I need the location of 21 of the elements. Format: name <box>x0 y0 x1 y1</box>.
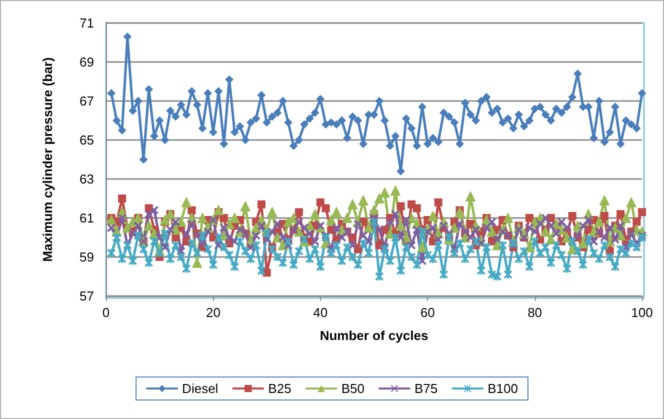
legend-label: B100 <box>488 381 518 396</box>
y-tick-label: 61 <box>80 210 94 226</box>
x-tick-label: 100 <box>631 305 653 320</box>
legend-label: B50 <box>341 381 364 396</box>
y-tick-label: 71 <box>80 16 94 30</box>
x-axis-title: Number of cycles <box>320 328 428 343</box>
legend-label: B25 <box>268 381 292 396</box>
y-tick-label: 59 <box>80 250 94 264</box>
x-tick-label: 20 <box>206 305 220 320</box>
legend-label: B75 <box>414 381 438 396</box>
y-tick-label: 65 <box>80 132 94 148</box>
y-tick-label: 63 <box>80 172 94 186</box>
x-tick-label: 60 <box>420 305 435 320</box>
y-tick-label: 67 <box>80 94 94 108</box>
x-tick-label: 40 <box>313 305 328 320</box>
legend-label: Diesel <box>182 381 218 396</box>
x-tick-label: 0 <box>102 305 110 320</box>
x-tick-label: 80 <box>528 305 542 320</box>
y-tick-label: 57 <box>80 288 94 304</box>
y-tick-label: 69 <box>80 54 94 70</box>
y-axis-title: Maximum cylinder pressure (bar) <box>40 57 55 262</box>
